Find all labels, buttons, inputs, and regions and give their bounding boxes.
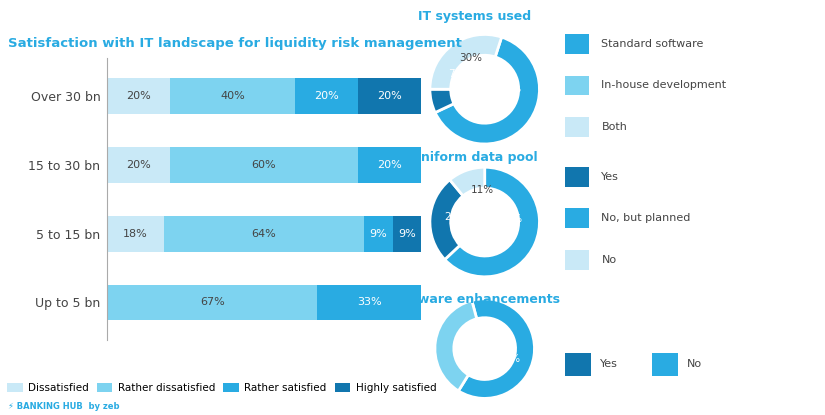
- Wedge shape: [435, 300, 477, 391]
- FancyBboxPatch shape: [565, 34, 589, 54]
- FancyBboxPatch shape: [565, 167, 589, 187]
- Bar: [170, 147, 358, 183]
- Text: 9%: 9%: [398, 229, 416, 239]
- Text: Both: Both: [601, 122, 627, 132]
- Text: 18%: 18%: [123, 229, 148, 239]
- Text: 20%: 20%: [314, 91, 339, 101]
- Bar: [107, 147, 170, 183]
- Text: No, but planned: No, but planned: [601, 213, 691, 223]
- Legend: Dissatisfied, Rather dissatisfied, Rather satisfied, Highly satisfied: Dissatisfied, Rather dissatisfied, Rathe…: [2, 378, 441, 397]
- Bar: [107, 78, 170, 114]
- Bar: [295, 78, 358, 114]
- Bar: [107, 216, 163, 251]
- Text: 20%: 20%: [377, 160, 402, 170]
- Text: 11%: 11%: [470, 185, 493, 195]
- Text: 63%: 63%: [497, 84, 521, 94]
- Text: 64%: 64%: [252, 229, 276, 239]
- Text: Standard software: Standard software: [601, 39, 704, 49]
- Bar: [358, 78, 421, 114]
- Text: 7%: 7%: [448, 69, 464, 79]
- Text: In-house development: In-house development: [601, 81, 727, 90]
- Text: Software enhancements: Software enhancements: [389, 293, 560, 305]
- Bar: [358, 147, 421, 183]
- Text: 60%: 60%: [252, 160, 276, 170]
- Text: 9%: 9%: [370, 229, 387, 239]
- Bar: [365, 216, 393, 251]
- Text: 20%: 20%: [126, 160, 151, 170]
- Wedge shape: [445, 167, 540, 277]
- Text: 67%: 67%: [200, 298, 224, 308]
- Wedge shape: [430, 180, 463, 259]
- Text: No: No: [686, 359, 702, 369]
- Wedge shape: [459, 299, 535, 398]
- Text: ⚡ BANKING HUB  by zeb: ⚡ BANKING HUB by zeb: [8, 402, 120, 411]
- Text: 33%: 33%: [356, 298, 381, 308]
- Text: 63%: 63%: [468, 326, 491, 336]
- Text: 20%: 20%: [377, 91, 402, 101]
- Bar: [318, 285, 421, 320]
- Text: No: No: [601, 255, 616, 265]
- FancyBboxPatch shape: [565, 208, 589, 228]
- Text: 30%: 30%: [460, 53, 483, 63]
- Wedge shape: [430, 89, 454, 112]
- Wedge shape: [430, 34, 502, 89]
- FancyBboxPatch shape: [565, 250, 589, 270]
- Text: 37%: 37%: [497, 354, 520, 364]
- Bar: [107, 285, 318, 320]
- Text: Yes: Yes: [600, 359, 617, 369]
- Text: Yes: Yes: [601, 172, 620, 182]
- Text: 40%: 40%: [220, 91, 245, 101]
- Bar: [170, 78, 295, 114]
- Text: 63%: 63%: [499, 214, 522, 224]
- FancyBboxPatch shape: [565, 117, 589, 137]
- Wedge shape: [450, 167, 485, 196]
- FancyBboxPatch shape: [565, 354, 591, 376]
- FancyBboxPatch shape: [565, 76, 589, 95]
- Bar: [163, 216, 365, 251]
- Bar: [393, 216, 421, 251]
- Text: Satisfaction with IT landscape for liquidity risk management: Satisfaction with IT landscape for liqui…: [8, 37, 462, 50]
- Text: Uniform data pool: Uniform data pool: [411, 151, 538, 164]
- Text: 20%: 20%: [126, 91, 151, 101]
- FancyBboxPatch shape: [653, 354, 677, 376]
- Text: 26%: 26%: [445, 212, 468, 222]
- Wedge shape: [435, 37, 540, 144]
- Text: IT systems used: IT systems used: [417, 10, 531, 23]
